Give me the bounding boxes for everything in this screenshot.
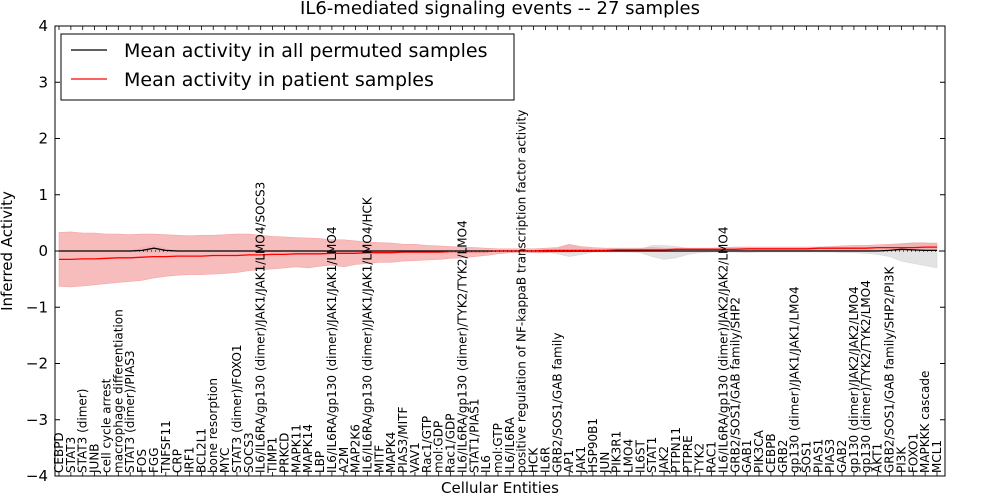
category-label: IL6R xyxy=(539,447,553,473)
category-label: STAT1/PIAS1 xyxy=(467,398,481,473)
category-label: JUN xyxy=(598,452,612,474)
category-label: SOS1 xyxy=(800,441,814,473)
chart-title: IL6-mediated signaling events -- 27 samp… xyxy=(300,0,700,19)
y-tick-label: 4 xyxy=(38,17,48,35)
category-label: STAT3 (dimer) xyxy=(76,389,90,473)
category-label: FOS xyxy=(135,449,149,473)
y-tick-label: −1 xyxy=(26,298,48,316)
category-label: PRKCD xyxy=(277,433,291,473)
confidence-bands xyxy=(58,231,938,288)
category-label: AP1 xyxy=(562,450,576,473)
category-label: PTPRE xyxy=(681,435,695,473)
category-label: IL6/IL6RA/gp130 (dimer)/JAK1/JAK1/LMO4 xyxy=(325,227,339,473)
category-label: PIK3R1 xyxy=(610,431,624,473)
category-label: TNFSF11 xyxy=(159,420,173,474)
category-label: MCL1 xyxy=(930,440,944,473)
y-tick-label: −3 xyxy=(26,411,48,429)
category-label: PIAS3 xyxy=(823,439,837,473)
category-label: PIK3CA xyxy=(752,429,766,473)
category-label: VAV1 xyxy=(408,442,422,473)
category-label: JAK1 xyxy=(574,446,588,474)
legend-label-patient: Mean activity in patient samples xyxy=(124,69,434,91)
category-label: JAK2 xyxy=(657,446,671,474)
category-label: A2M xyxy=(337,447,351,473)
category-label: CRP xyxy=(171,449,185,473)
category-label: bone resorption xyxy=(206,378,220,473)
category-label: GAB1 xyxy=(740,440,754,473)
x-axis-label: Cellular Entities xyxy=(441,479,559,497)
category-label: RAC1 xyxy=(705,441,719,473)
category-label: SOCS3 xyxy=(242,432,256,473)
y-tick-label: 1 xyxy=(38,186,48,204)
category-label: IL6ST xyxy=(633,440,647,473)
category-label: MYC xyxy=(218,448,232,473)
category-label: MAPK14 xyxy=(301,424,315,473)
category-label: IL6/IL6RA xyxy=(503,416,517,473)
category-label: gp130 (dimer)/TYK2/TYK2/LMO4 xyxy=(859,280,873,473)
category-label: IL6/IL6RA/gp130 (dimer)/TYK2/TYK2/LMO4 xyxy=(455,220,469,473)
series-lines xyxy=(58,246,938,261)
y-tick-label: 3 xyxy=(38,73,48,91)
category-label: GRB2/SOS1/GAB family/SHP2 xyxy=(728,297,742,473)
category-label: STAT3 xyxy=(64,437,78,473)
category-label: STAT1 xyxy=(645,437,659,473)
category-label: mol:GTP xyxy=(491,423,505,473)
legend-label-permuted: Mean activity in all permuted samples xyxy=(124,40,487,62)
category-label: PIAS1 xyxy=(811,439,825,473)
category-label: IRF1 xyxy=(183,447,197,473)
category-label: FOXO1 xyxy=(906,433,920,473)
category-label: MAPKKK cascade xyxy=(918,371,932,473)
category-label: LBP xyxy=(313,451,327,473)
category-label: MITF xyxy=(372,445,386,473)
y-tick-label: −4 xyxy=(26,467,48,485)
category-label: PI3K xyxy=(894,446,908,473)
y-axis-ticks: −4 −3 −2 −1 0 1 2 3 4 xyxy=(26,17,945,485)
category-label: GRB2/SOS1/GAB family xyxy=(550,333,564,474)
y-tick-label: 2 xyxy=(38,130,48,148)
category-label: TYK2 xyxy=(693,443,707,474)
category-label: GRB2 xyxy=(776,439,790,473)
category-label: IL6/IL6RA/gp130 (dimer)/JAK2/JAK2/LMO4 xyxy=(716,227,730,473)
category-label: gp130 (dimer)/JAK2/JAK2/LMO4 xyxy=(847,286,861,473)
category-label: CEBPB xyxy=(764,433,778,473)
category-label: STAT3 (dimer)/FOXO1 xyxy=(230,344,244,473)
category-label: FGG xyxy=(147,448,161,474)
category-label: IL6/IL6RA/gp130 (dimer)/JAK1/JAK1/LMO4/H… xyxy=(361,196,375,473)
category-label: cell cycle arrest xyxy=(100,378,114,473)
category-label: AKT1 xyxy=(871,443,885,473)
category-label: TIMP1 xyxy=(266,437,280,474)
category-label: GAB2 xyxy=(835,440,849,473)
category-label: PTPN11 xyxy=(669,427,683,473)
category-label: MAPK11 xyxy=(289,424,303,473)
category-label: HCK xyxy=(527,447,541,473)
legend: Mean activity in all permuted samples Me… xyxy=(60,33,515,101)
category-label: STAT3 (dimer)/PIAS3 xyxy=(123,350,137,473)
y-tick-label: 0 xyxy=(38,242,48,260)
category-label: IL6/IL6RA/gp130 (dimer)/JAK1/JAK1/LMO4/S… xyxy=(254,182,268,473)
category-label: JUNB xyxy=(88,443,102,474)
y-tick-label: −2 xyxy=(26,355,48,373)
y-axis-label: Inferred Activity xyxy=(0,191,16,311)
category-label: GRB2/SOS1/GAB family/SHP2/PI3K xyxy=(883,265,897,473)
category-label: Rac1/GTP xyxy=(420,416,434,473)
category-label: macrophage differentiation xyxy=(111,309,125,473)
category-label: positive regulation of NF-kappaB transcr… xyxy=(515,110,529,473)
category-label: MAP2K6 xyxy=(349,424,363,473)
plot-frame xyxy=(54,25,946,477)
category-label: PIAS3/MITF xyxy=(396,406,410,473)
category-label: mol:GDP xyxy=(432,421,446,473)
category-label: LMO4 xyxy=(622,439,636,473)
category-label: IL6 xyxy=(479,455,493,473)
category-label: BCL2L1 xyxy=(194,428,208,473)
legend-box xyxy=(60,33,515,101)
category-label: Rac1/GDP xyxy=(444,414,458,473)
category-label: HSP90B1 xyxy=(586,418,600,473)
category-label: gp130 (dimer)/JAK1/JAK1/LMO4 xyxy=(788,286,802,473)
band-patient xyxy=(58,231,938,288)
category-label: MAPK4 xyxy=(384,432,398,473)
